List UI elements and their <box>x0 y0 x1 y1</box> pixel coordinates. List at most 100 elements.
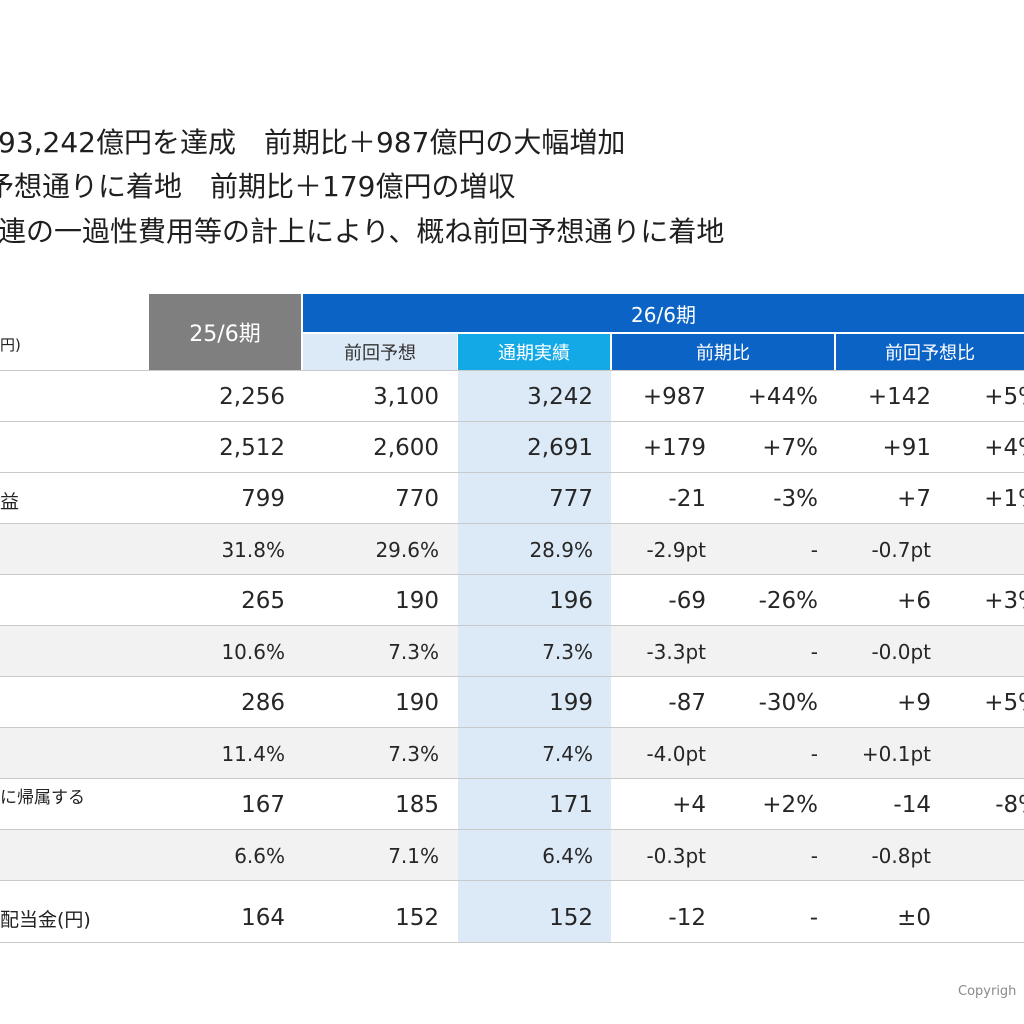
table-cell: 7.3% <box>388 640 439 664</box>
row-divider <box>0 727 1024 728</box>
table-cell: -12 <box>668 905 706 931</box>
table-cell: - <box>810 844 818 868</box>
row-label-dividend: 配当金(円) <box>0 909 91 931</box>
table-cell: - <box>809 905 818 931</box>
table-cell: 167 <box>241 792 285 818</box>
table-cell: -0.7pt <box>871 538 931 562</box>
table-cell: 29.6% <box>375 538 439 562</box>
table-cell: +9 <box>897 690 931 716</box>
table-cell: +5% <box>984 690 1024 716</box>
table-cell: -87 <box>668 690 706 716</box>
header-full-year-actual: 通期実績 <box>458 334 610 370</box>
table-cell: 152 <box>395 905 439 931</box>
table-cell: -0.0pt <box>871 640 931 664</box>
table-cell: -0.8pt <box>871 844 931 868</box>
table-cell: 6.4% <box>542 844 593 868</box>
table-cell: -69 <box>668 588 706 614</box>
table-cell: 2,691 <box>527 435 593 461</box>
table-cell: 7.1% <box>388 844 439 868</box>
table-cell: 2,256 <box>219 384 285 410</box>
table-cell: -3.3pt <box>646 640 706 664</box>
table-cell: +7 <box>897 486 931 512</box>
unit-label: 円) <box>0 336 21 354</box>
table-cell: +0.1pt <box>861 742 931 766</box>
table-cell: +91 <box>882 435 931 461</box>
row-label-net-income: に帰属する <box>0 788 85 808</box>
table-cell: 3,100 <box>373 384 439 410</box>
table-cell: 777 <box>549 486 593 512</box>
table-cell: - <box>810 538 818 562</box>
table-cell <box>900 525 1024 575</box>
table-cell: +3% <box>984 588 1024 614</box>
table-cell: +2% <box>762 792 818 818</box>
table-cell <box>900 831 1024 881</box>
table-cell: 199 <box>549 690 593 716</box>
header-vs-prior-year: 前期比 <box>612 334 834 370</box>
table-cell: 286 <box>241 690 285 716</box>
row-divider <box>0 829 1024 830</box>
headline-revenue: 93,242億円を達成 前期比＋987億円の大幅増加 <box>0 126 626 159</box>
table-cell: - <box>810 640 818 664</box>
row-divider <box>0 574 1024 575</box>
row-divider <box>0 523 1024 524</box>
table-cell: 7.3% <box>542 640 593 664</box>
headline-gross-profit: 予想通りに着地 前期比＋179億円の増収 <box>0 170 516 203</box>
table-cell: 190 <box>395 690 439 716</box>
headline-profit: 連の一過性費用等の計上により、概ね前回予想通りに着地 <box>0 215 725 248</box>
table-cell: +987 <box>642 384 706 410</box>
header-current-year: 26/6期 <box>303 294 1024 332</box>
table-cell <box>900 729 1024 779</box>
table-cell: -4.0pt <box>646 742 706 766</box>
table-cell: -30% <box>758 690 818 716</box>
table-cell: 171 <box>549 792 593 818</box>
table-cell: +6 <box>897 588 931 614</box>
table-cell: 10.6% <box>221 640 285 664</box>
table-cell: 190 <box>395 588 439 614</box>
table-cell: 11.4% <box>221 742 285 766</box>
table-cell: 28.9% <box>529 538 593 562</box>
table-cell: - <box>810 742 818 766</box>
row-divider <box>0 370 1024 371</box>
table-cell: +142 <box>867 384 931 410</box>
row-divider <box>0 472 1024 473</box>
table-cell: +5% <box>984 384 1024 410</box>
table-cell: -2.9pt <box>646 538 706 562</box>
table-cell: +4% <box>984 435 1024 461</box>
table-cell: +7% <box>762 435 818 461</box>
row-divider <box>0 942 1024 943</box>
table-cell: -3% <box>773 486 818 512</box>
table-cell: 196 <box>549 588 593 614</box>
table-cell: 185 <box>395 792 439 818</box>
table-cell: -21 <box>668 486 706 512</box>
row-divider <box>0 880 1024 881</box>
table-cell: 799 <box>241 486 285 512</box>
table-cell <box>900 893 1024 943</box>
table-cell: +4 <box>672 792 706 818</box>
actual-column-highlight <box>458 370 611 943</box>
table-cell: +1% <box>984 486 1024 512</box>
row-divider <box>0 625 1024 626</box>
row-label-operating-income: 益 <box>0 491 20 513</box>
table-cell: ±0 <box>897 905 931 931</box>
table-cell: 2,512 <box>219 435 285 461</box>
table-cell: +179 <box>642 435 706 461</box>
table-cell: 770 <box>395 486 439 512</box>
table-cell: 3,242 <box>527 384 593 410</box>
table-cell <box>900 627 1024 677</box>
row-divider <box>0 421 1024 422</box>
copyright-notice: Copyrigh <box>958 984 1017 999</box>
header-prior-year: 25/6期 <box>149 294 301 370</box>
table-cell: 31.8% <box>221 538 285 562</box>
table-cell: 6.6% <box>234 844 285 868</box>
row-divider <box>0 778 1024 779</box>
table-cell: 7.4% <box>542 742 593 766</box>
table-cell: 164 <box>241 905 285 931</box>
table-cell: 7.3% <box>388 742 439 766</box>
row-divider <box>0 676 1024 677</box>
table-cell: 265 <box>241 588 285 614</box>
table-cell: -0.3pt <box>646 844 706 868</box>
header-prev-forecast: 前回予想 <box>303 334 457 370</box>
table-cell: 2,600 <box>373 435 439 461</box>
table-cell: -26% <box>758 588 818 614</box>
table-cell: +44% <box>747 384 818 410</box>
